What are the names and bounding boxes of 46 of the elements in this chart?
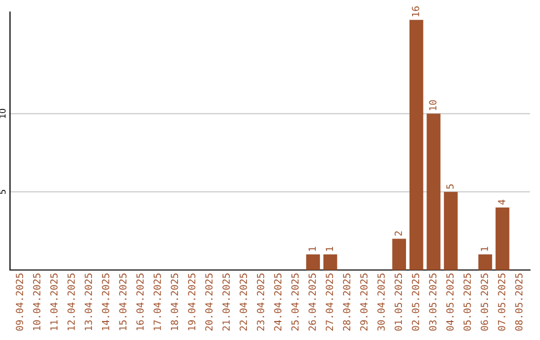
x-tick-label: 29.04.2025 — [360, 274, 368, 331]
bar — [444, 192, 458, 270]
x-tick-label: 18.04.2025 — [170, 274, 178, 330]
data-label: 2 — [394, 231, 402, 236]
x-tick-label: 11.04.2025 — [50, 274, 58, 330]
data-label: 5 — [446, 184, 454, 189]
x-tick-label: 09.04.2025 — [16, 274, 24, 331]
x-tick-label: 25.04.2025 — [291, 274, 299, 331]
x-tick-label: 26.04.2025 — [308, 274, 316, 331]
x-tick-label: 15.04.2025 — [119, 274, 126, 330]
data-label: 1 — [326, 246, 333, 251]
bar — [306, 254, 320, 270]
x-tick-label: 01.05.2025 — [394, 274, 402, 331]
x-tick-label: 04.05.2025 — [446, 274, 454, 331]
x-tick-label: 16.04.2025 — [136, 274, 144, 330]
x-tick-label: 06.05.2025 — [480, 274, 488, 331]
x-tick-label: 22.04.2025 — [240, 274, 248, 331]
data-label: 1 — [480, 246, 488, 251]
data-label: 1 — [308, 246, 316, 251]
bar — [409, 20, 424, 270]
x-tick-label: 21.04.2025 — [222, 274, 230, 331]
x-tick-label: 08.05.2025 — [515, 274, 523, 331]
x-tick-label: 07.05.2025 — [498, 274, 506, 331]
x-tick-label: 02.05.2025 — [412, 274, 420, 331]
x-tick-label: 27.04.2025 — [326, 274, 334, 331]
x-tick-label: 23.04.2025 — [256, 274, 264, 331]
data-label: 10 — [429, 100, 436, 110]
data-label: 4 — [498, 200, 506, 205]
x-tick-label: 17.04.2025 — [154, 274, 161, 330]
x-tick-label: 14.04.2025 — [102, 274, 110, 330]
x-tick-label: 12.04.2025 — [67, 274, 75, 330]
bar — [323, 254, 338, 270]
x-tick-label: 13.04.2025 — [84, 274, 92, 330]
bar — [392, 238, 406, 270]
x-tick-label: 30.04.2025 — [377, 274, 385, 331]
data-label: 16 — [412, 6, 420, 16]
x-tick-label: 10.04.2025 — [33, 274, 40, 330]
x-tick-label: 28.04.2025 — [342, 274, 350, 331]
x-tick-label: 05.05.2025 — [464, 274, 471, 331]
bar — [496, 207, 510, 270]
x-tick-label: 24.04.2025 — [274, 274, 282, 331]
x-tick-label: 19.04.2025 — [188, 274, 196, 330]
x-tick-label: 20.04.2025 — [205, 274, 213, 331]
x-tick-label: 03.05.2025 — [429, 274, 436, 331]
bar — [426, 114, 440, 270]
bar — [478, 254, 492, 270]
